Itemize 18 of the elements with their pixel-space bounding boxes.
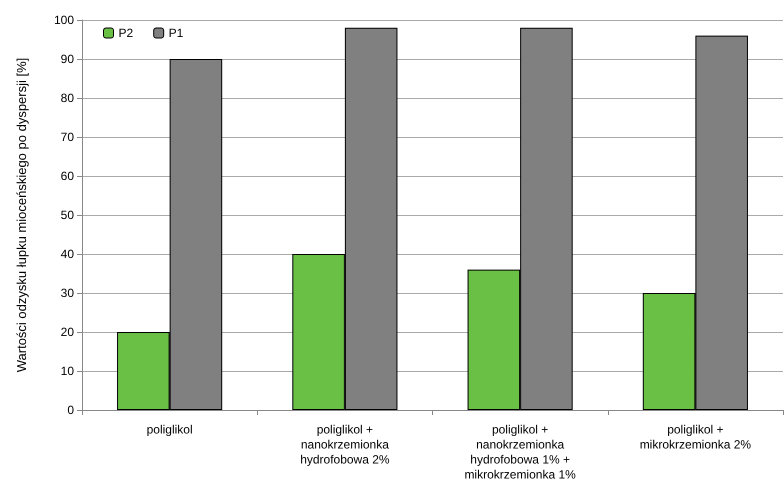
y-tick-label: 60 <box>60 169 74 183</box>
x-tick-label: poliglikol + nanokrzemionka hydrofobowa 2% <box>300 422 390 466</box>
y-tick-label: 90 <box>60 52 74 66</box>
y-tick-label: 50 <box>60 208 74 222</box>
y-tick-label: 70 <box>60 130 74 144</box>
x-tick-label: poliglikol + mikrokrzemionka 2% <box>640 422 752 452</box>
y-tick-label: 20 <box>60 325 74 339</box>
legend-label: P1 <box>168 26 184 40</box>
y-tick-label: 0 <box>67 403 74 417</box>
y-tick-label: 80 <box>60 91 74 105</box>
y-tick-label: 30 <box>60 286 74 300</box>
y-tick-label: 10 <box>60 364 74 378</box>
x-tick-label: poliglikol + nanokrzemionka hydrofobowa 1% + mikrokrzemionka 1% <box>464 422 576 482</box>
y-tick-label: 100 <box>54 13 74 27</box>
x-tick-label: poliglikol <box>146 422 193 436</box>
legend-label: P2 <box>118 26 134 40</box>
y-axis-title: Wartości odzysku łupku mioceńskiego po dyspersji [%] <box>14 58 29 372</box>
y-tick-label: 40 <box>60 247 74 261</box>
